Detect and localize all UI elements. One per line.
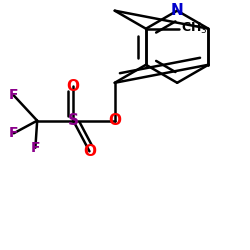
Text: S: S — [68, 113, 79, 128]
Text: O: O — [108, 113, 121, 128]
Text: O: O — [83, 144, 96, 159]
Text: F: F — [30, 141, 40, 155]
Text: CH$_3$: CH$_3$ — [182, 21, 208, 36]
Text: N: N — [171, 3, 183, 18]
Text: O: O — [67, 79, 80, 94]
Text: F: F — [9, 88, 18, 102]
Text: F: F — [9, 126, 18, 140]
